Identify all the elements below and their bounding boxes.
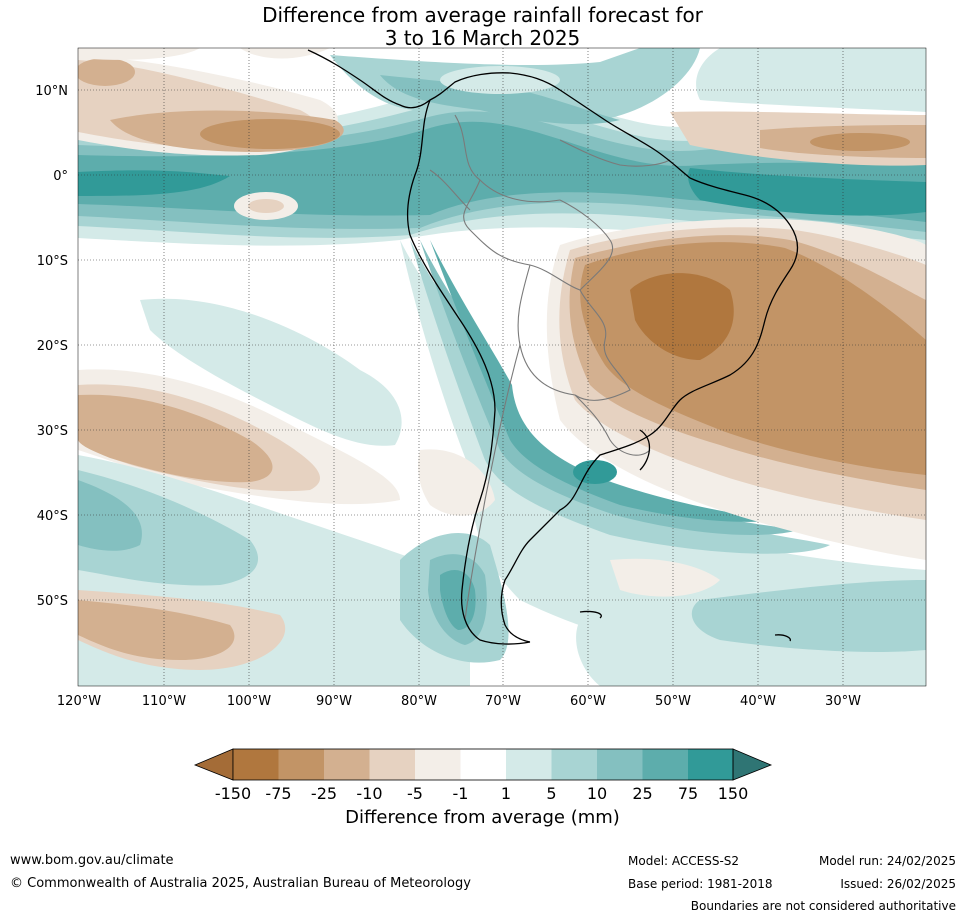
colorbar-tick-label: 25 (632, 784, 652, 803)
colorbar (193, 748, 773, 781)
lat-label: 30°S (37, 424, 68, 439)
country-borders (429, 114, 671, 621)
colorbar-swatch-upper-extend (732, 748, 773, 781)
colorbar-tick-label: 150 (718, 784, 749, 803)
colorbar-tick-label: 5 (546, 784, 556, 803)
colorbar-tick-label: -75 (265, 784, 291, 803)
base-period: Base period: 1981-2018 (628, 877, 773, 891)
lon-label: 110°W (142, 694, 186, 709)
lon-label: 60°W (570, 694, 606, 709)
boundaries-disclaimer: Boundaries are not considered authoritat… (690, 899, 956, 913)
colorbar-frame (232, 748, 734, 781)
mixed-anomaly-south-pacific (78, 298, 495, 686)
colorbar-swatch (415, 749, 461, 780)
copyright-notice: © Commonwealth of Australia 2025, Austra… (10, 876, 471, 891)
lat-label: 50°S (37, 594, 68, 609)
lat-label: 0° (53, 169, 68, 184)
lon-label: 50°W (655, 694, 691, 709)
lon-label: 100°W (227, 694, 271, 709)
colorbar-tick-label: -1 (453, 784, 469, 803)
lon-label: 30°W (825, 694, 861, 709)
map-title-line1: Difference from average rainfall forecas… (262, 3, 703, 27)
lat-label: 40°S (37, 509, 68, 524)
lat-label: 10°S (37, 254, 68, 269)
colorbar-tick-label: -5 (407, 784, 423, 803)
latitude-axis: 10°N 0° 10°S 20°S 30°S 40°S 50°S (35, 84, 68, 609)
coastlines (307, 49, 799, 645)
bom-climate-url[interactable]: www.bom.gov.au/climate (10, 853, 174, 868)
colorbar-tick-label: -150 (215, 784, 251, 803)
colorbar-swatch (506, 749, 552, 780)
issued-date: Issued: 26/02/2025 (840, 877, 956, 891)
colorbar-tick-label: -10 (356, 784, 382, 803)
longitude-axis: 120°W 110°W 100°W 90°W 80°W 70°W 60°W 50… (57, 694, 861, 709)
lon-label: 40°W (740, 694, 776, 709)
lon-label: 70°W (485, 694, 521, 709)
lat-label: 10°N (35, 84, 68, 99)
colorbar-swatch (688, 749, 733, 780)
map-title-line2: 3 to 16 March 2025 (384, 26, 581, 50)
colorbar-tick-label: -25 (311, 784, 337, 803)
colorbar-swatch (369, 749, 415, 780)
colorbar-ticks: -150 -75 -25 -10 -5 -1 1 5 10 25 75 150 (215, 784, 748, 803)
map-plot-area (78, 48, 926, 686)
lon-label: 90°W (316, 694, 352, 709)
wet-anomaly-southern (400, 533, 926, 686)
colorbar-title: Difference from average (mm) (345, 807, 620, 828)
colorbar-tick-label: 1 (501, 784, 511, 803)
colorbar-swatch (233, 749, 279, 780)
colorbar-swatch (642, 749, 688, 780)
model-name: Model: ACCESS-S2 (628, 854, 740, 868)
map-frame (77, 47, 927, 687)
colorbar-swatch (460, 749, 506, 780)
colorbar-swatch (597, 749, 643, 780)
colorbar-swatch-lower-extend (193, 748, 234, 781)
lon-label: 120°W (57, 694, 101, 709)
colorbar-swatch (278, 749, 324, 780)
colorbar-swatch (551, 749, 597, 780)
graticule (78, 48, 926, 686)
map-title: Difference from average rainfall forecas… (0, 4, 965, 50)
colorbar-tick-label: 75 (678, 784, 698, 803)
colorbar-tick-label: 10 (587, 784, 607, 803)
colorbar-swatch (324, 749, 370, 780)
dry-anomaly-north (78, 48, 926, 166)
lon-label: 80°W (401, 694, 437, 709)
model-run-date: Model run: 24/02/2025 (818, 854, 956, 868)
lat-label: 20°S (37, 339, 68, 354)
dry-anomaly-brazil (546, 218, 926, 560)
